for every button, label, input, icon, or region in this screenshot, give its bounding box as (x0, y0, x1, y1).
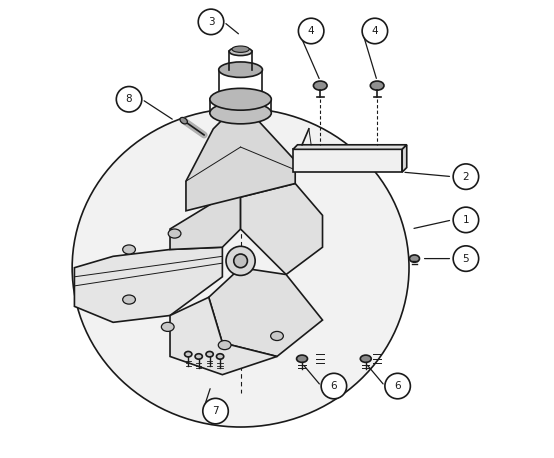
Text: 6: 6 (394, 381, 401, 391)
Ellipse shape (206, 351, 213, 357)
Circle shape (453, 164, 479, 190)
Ellipse shape (409, 255, 419, 262)
Ellipse shape (122, 245, 135, 254)
Ellipse shape (229, 47, 252, 55)
Circle shape (234, 254, 248, 267)
Ellipse shape (180, 117, 187, 124)
Circle shape (385, 373, 411, 399)
Circle shape (362, 18, 388, 44)
Text: 2: 2 (463, 172, 469, 182)
Ellipse shape (270, 332, 284, 341)
Circle shape (299, 18, 324, 44)
Ellipse shape (232, 46, 249, 52)
Ellipse shape (195, 354, 202, 359)
Ellipse shape (314, 81, 327, 90)
Polygon shape (170, 297, 277, 375)
Text: EQUIPMENT: EQUIPMENT (165, 244, 312, 264)
Ellipse shape (168, 229, 181, 238)
Circle shape (116, 87, 142, 112)
Polygon shape (209, 267, 322, 356)
Polygon shape (170, 197, 240, 250)
Polygon shape (293, 145, 407, 149)
Ellipse shape (72, 109, 409, 427)
Polygon shape (186, 102, 295, 211)
Ellipse shape (217, 354, 224, 359)
Circle shape (453, 207, 479, 233)
Polygon shape (240, 184, 322, 274)
Text: 4: 4 (372, 26, 378, 36)
Ellipse shape (210, 102, 271, 124)
Ellipse shape (370, 81, 384, 90)
Circle shape (226, 246, 255, 275)
Text: 6: 6 (331, 381, 337, 391)
Polygon shape (402, 145, 407, 172)
Text: 5: 5 (463, 254, 469, 264)
Text: 8: 8 (126, 94, 132, 104)
Circle shape (203, 398, 228, 424)
Polygon shape (293, 149, 402, 172)
Text: 1: 1 (463, 215, 469, 225)
Ellipse shape (218, 341, 231, 349)
Ellipse shape (184, 351, 192, 357)
Ellipse shape (122, 295, 135, 304)
Circle shape (321, 373, 347, 399)
Ellipse shape (360, 355, 371, 362)
Text: 7: 7 (212, 406, 219, 416)
Circle shape (453, 246, 479, 271)
Text: 3: 3 (208, 17, 214, 27)
Ellipse shape (296, 355, 307, 362)
Text: SPECIALISTS: SPECIALISTS (159, 271, 317, 291)
Ellipse shape (161, 322, 174, 332)
Polygon shape (74, 247, 222, 322)
Text: 4: 4 (308, 26, 315, 36)
Ellipse shape (219, 62, 263, 77)
Circle shape (198, 9, 224, 35)
Ellipse shape (210, 88, 271, 110)
